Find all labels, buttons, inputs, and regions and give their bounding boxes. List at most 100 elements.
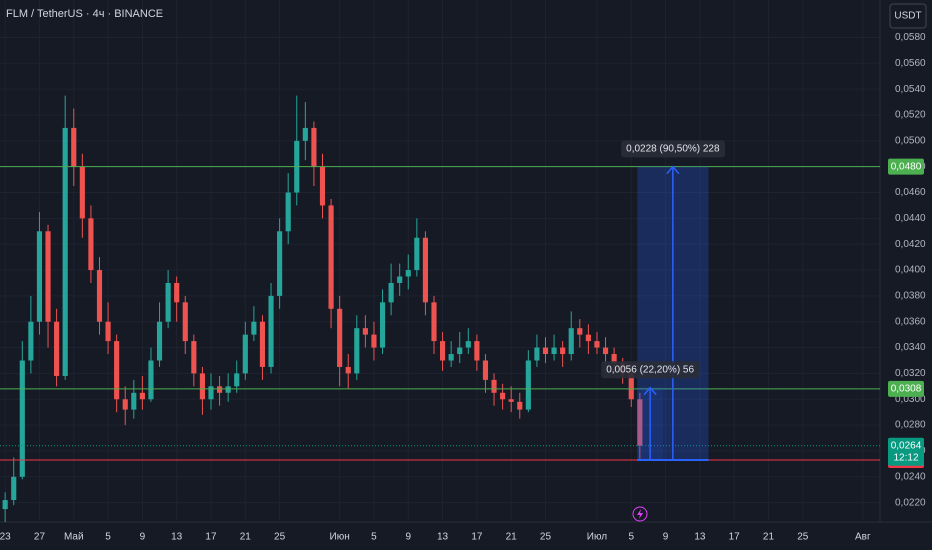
candle-body (319, 166, 326, 206)
x-tick-label: 9 (405, 532, 411, 543)
x-tick-label: 25 (797, 532, 809, 543)
candle-body (148, 360, 154, 400)
overlays: 0,0228 (90,50%) 228 0,0056 (22,20%) 56 (0, 140, 880, 461)
candle-body (551, 347, 557, 355)
y-tick-label: 0,0520 (895, 110, 926, 121)
candle-body (534, 347, 540, 361)
candle-body (465, 341, 471, 348)
candle-body (500, 392, 506, 400)
y-tick-label: 0,0460 (895, 187, 926, 198)
y-tick-label: 0,0280 (895, 420, 926, 431)
level-badge (888, 158, 924, 175)
x-tick-label: 13 (171, 532, 183, 543)
y-tick-label: 0,0580 (895, 32, 926, 43)
candles (2, 95, 643, 522)
candle-body (114, 341, 120, 400)
measure-label: 0,0056 (22,20%) 56 (606, 364, 694, 375)
candle-body (379, 302, 386, 348)
x-tick-label: 21 (763, 532, 775, 543)
y-tick-label: 0,0220 (895, 497, 926, 508)
candle-body (234, 373, 240, 387)
countdown: 12:12 (893, 452, 918, 463)
x-tick-label: 13 (694, 532, 706, 543)
level-label: 0,0308 (891, 384, 922, 395)
candle-body (302, 127, 308, 141)
candle-body (388, 282, 394, 303)
currency-label[interactable]: USDT (894, 11, 921, 22)
y-tick-label: 0,0560 (895, 58, 926, 69)
y-tick-label: 0,0420 (895, 239, 926, 250)
alert-circle[interactable] (632, 506, 648, 522)
candle-body (491, 379, 497, 393)
alert-icon[interactable] (632, 506, 648, 522)
x-tick-label: 9 (663, 532, 669, 543)
candle-body (397, 276, 403, 283)
candle-body (517, 401, 523, 410)
candle-body (156, 321, 163, 361)
last-price-label: 0,0264 (891, 440, 922, 451)
x-tick-label: Авг (855, 532, 871, 543)
y-tick-label: 0,0540 (895, 84, 926, 95)
x-tick-label: 17 (205, 532, 217, 543)
measure-label-bg (601, 361, 700, 379)
candle-body (28, 321, 34, 361)
candle-body (611, 354, 617, 364)
x-tick-label: 27 (34, 532, 46, 543)
candle-body (62, 127, 68, 376)
candle-body (431, 302, 437, 342)
x-tick-label: Май (64, 532, 84, 543)
candle-body (568, 328, 574, 355)
candle-body (2, 500, 8, 510)
x-tick-label: 5 (628, 532, 634, 543)
y-tick-label: 0,0380 (895, 291, 926, 302)
candle-body (216, 386, 223, 393)
candle-body (337, 308, 343, 367)
candle-body (628, 373, 634, 400)
candle-body (268, 295, 274, 367)
x-tick-label: 17 (729, 532, 741, 543)
candle-body (311, 127, 317, 167)
candle-body (354, 328, 360, 374)
candle-body (577, 328, 583, 335)
x-tick-label: 21 (506, 532, 518, 543)
currency-button[interactable] (889, 3, 927, 29)
last-price-badge (888, 437, 924, 466)
candle-body (54, 321, 60, 376)
measure-arrowhead (666, 165, 680, 175)
candle-body (199, 373, 205, 400)
candle-body (328, 205, 334, 309)
candle-body (122, 399, 128, 410)
y-tick-label: 0,0500 (895, 135, 926, 146)
candle-body (36, 231, 43, 322)
candle-body (440, 341, 446, 361)
candle-body (19, 360, 25, 477)
x-tick-label: 25 (274, 532, 286, 543)
candle-body (457, 347, 463, 355)
candle-body (508, 399, 514, 402)
candle-body (414, 237, 420, 271)
candle-body (637, 399, 643, 446)
x-tick-label: 25 (540, 532, 552, 543)
candle-body (285, 192, 291, 232)
candle-body (602, 347, 609, 355)
candle-body (242, 334, 248, 374)
x-tick-label: 9 (140, 532, 146, 543)
candle-body (560, 347, 566, 355)
candle-body (422, 237, 428, 303)
candle-body (405, 270, 411, 277)
candle-body (45, 231, 51, 322)
candle-body (88, 218, 94, 271)
candle-body (79, 166, 85, 219)
chart-title: FLM / TetherUS · 4ч · BINANCE (6, 8, 163, 20)
candle-body (371, 334, 377, 348)
candle-body (96, 270, 103, 322)
y-tick-label: 0,0240 (895, 471, 926, 482)
alert-bolt[interactable] (637, 509, 643, 519)
candle-body (585, 334, 591, 342)
candle-body (345, 366, 351, 374)
candle-body (131, 392, 137, 410)
x-tick-label: 5 (105, 532, 111, 543)
